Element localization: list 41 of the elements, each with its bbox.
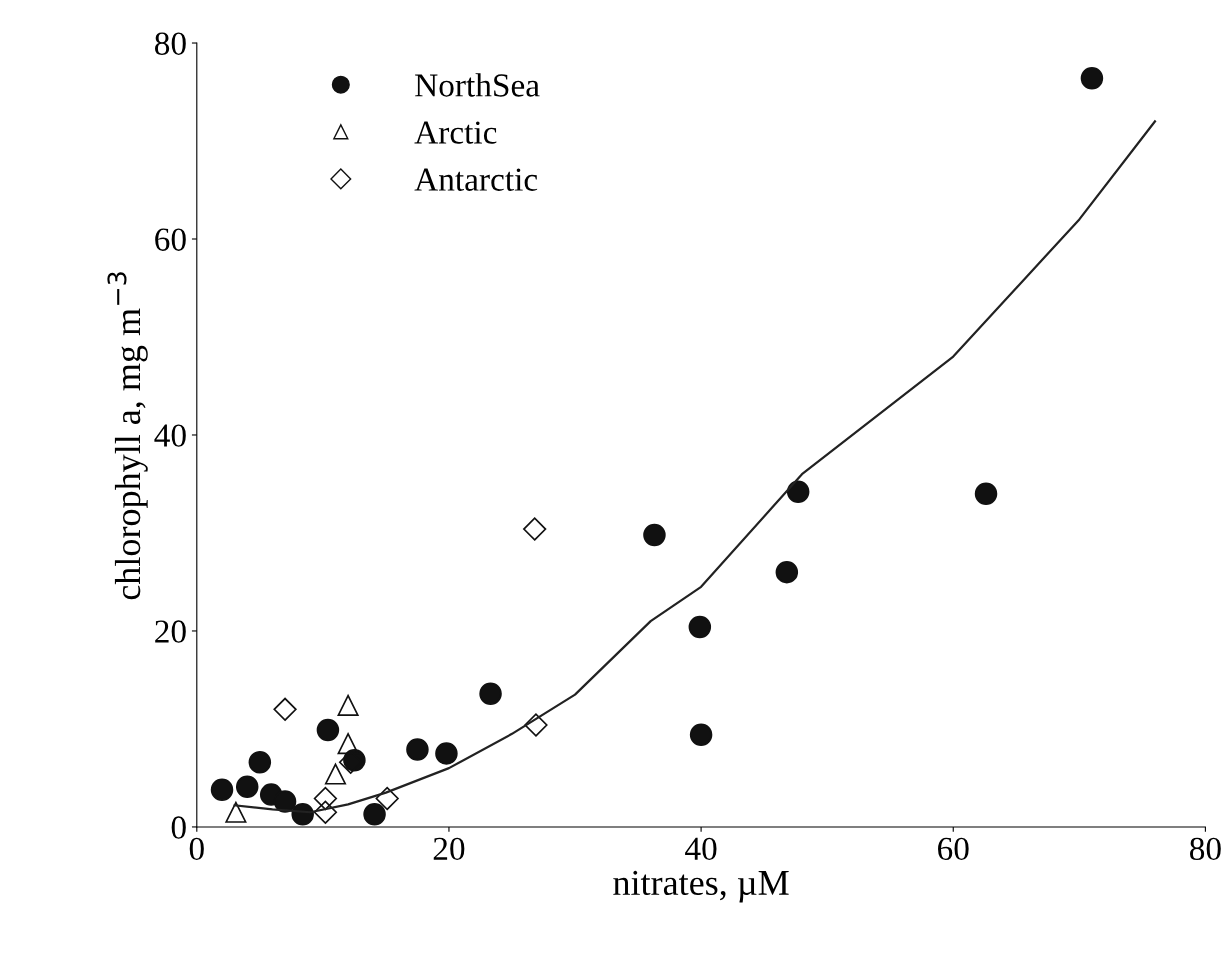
point (375, 786, 399, 811)
legend-label: NorthSea (415, 73, 540, 97)
point (273, 790, 297, 813)
point (337, 694, 359, 716)
point (1080, 67, 1104, 90)
legend-label: Antarctic (414, 168, 538, 191)
point (248, 751, 272, 774)
point (523, 517, 547, 541)
y-tick-label: 40 (154, 424, 186, 447)
point (524, 713, 548, 737)
x-tick-label: 60 (938, 837, 969, 861)
point (974, 482, 998, 506)
point (210, 778, 234, 801)
y-tick-label: 80 (155, 32, 186, 55)
x-tick-label: 40 (685, 837, 717, 861)
point (313, 786, 338, 811)
point (786, 480, 810, 504)
point (775, 560, 799, 584)
y-axis-title: chlorophyll a, mg m$^{−3}$ (107, 272, 148, 600)
point (643, 523, 666, 547)
point (363, 802, 386, 826)
point (225, 801, 247, 823)
point (688, 615, 712, 639)
x-tick-label: 80 (1190, 837, 1221, 861)
point (337, 733, 359, 755)
x-tick-label: 0 (189, 837, 204, 861)
point (313, 800, 338, 824)
point (273, 697, 297, 721)
point (235, 775, 259, 799)
point (406, 738, 429, 761)
y-tick-label: 0 (171, 816, 186, 839)
x-axis-title: nitrates, µM (613, 870, 789, 903)
y-tick-label: 20 (155, 620, 186, 643)
point (435, 742, 458, 765)
point (324, 763, 347, 785)
x-tick-label: 20 (433, 837, 465, 861)
point (479, 682, 502, 705)
y-tick-label: 60 (155, 228, 186, 251)
legend-label: Arctic (414, 121, 497, 144)
point (316, 718, 340, 742)
point (689, 723, 713, 747)
